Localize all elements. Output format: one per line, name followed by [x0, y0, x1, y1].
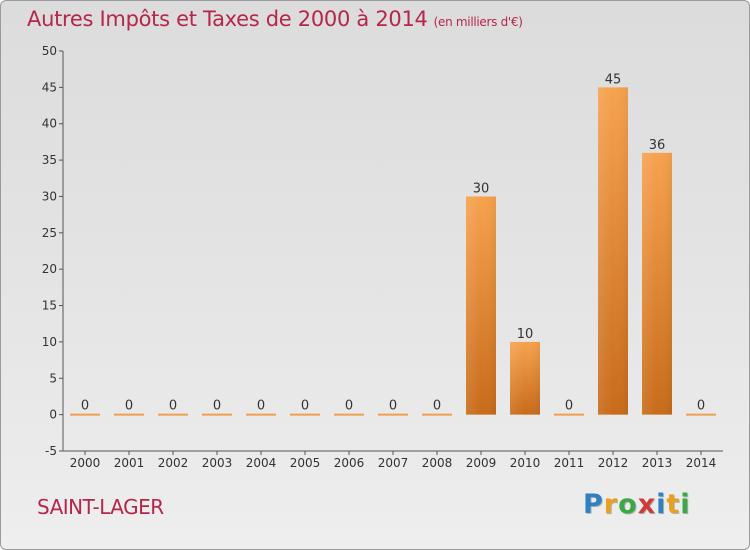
x-tick-label: 2014	[686, 456, 717, 470]
bar	[246, 413, 276, 416]
bar-value-label: 0	[565, 399, 573, 414]
logo-letter: P	[583, 489, 604, 520]
bar-value-label: 10	[517, 327, 534, 342]
bar	[554, 413, 584, 416]
bar-value-label: 0	[433, 399, 441, 414]
y-tick-label: 40	[42, 117, 57, 131]
x-tick-label: 2007	[378, 456, 409, 470]
x-tick-label: 2006	[334, 456, 365, 470]
bar-value-label: 0	[169, 399, 177, 414]
bar	[158, 413, 188, 416]
bar-value-label: 30	[473, 181, 490, 196]
bar-sheen	[466, 196, 496, 415]
bar	[686, 413, 716, 416]
bar	[378, 413, 408, 416]
bar-value-label: 0	[257, 399, 265, 414]
y-tick-label: 50	[42, 44, 57, 58]
logo-letter: i	[680, 489, 691, 520]
y-tick-label: 35	[42, 153, 57, 167]
bar-value-label: 45	[605, 72, 622, 87]
y-tick-label: 15	[42, 299, 57, 313]
x-tick-label: 2004	[246, 456, 277, 470]
bar-value-label: 0	[125, 399, 133, 414]
x-tick-label: 2013	[642, 456, 673, 470]
proxiti-logo: Proxiti	[583, 489, 691, 520]
place-name: SAINT-LAGER	[37, 495, 164, 519]
bar	[202, 413, 232, 416]
y-tick-label: 45	[42, 80, 57, 94]
bar	[70, 413, 100, 416]
x-tick-label: 2011	[554, 456, 585, 470]
bar-value-label: 36	[649, 138, 666, 153]
logo-letter: t	[666, 489, 681, 520]
x-tick-label: 2010	[510, 456, 541, 470]
bar-value-label: 0	[213, 399, 221, 414]
bar-value-label: 0	[389, 399, 397, 414]
bar-sheen	[642, 152, 672, 415]
chart-subtitle: (en milliers d'€)	[433, 15, 523, 29]
bar	[334, 413, 364, 416]
y-tick-label: -5	[45, 444, 57, 458]
bar-sheen	[598, 87, 628, 415]
logo-letter: r	[603, 489, 619, 520]
x-tick-label: 2001	[114, 456, 145, 470]
y-tick-label: 5	[49, 371, 57, 385]
chart-title: Autres Impôts et Taxes de 2000 à 2014 (en…	[27, 7, 523, 31]
logo-letter: i	[656, 489, 667, 520]
x-tick-label: 2008	[422, 456, 453, 470]
bar-sheen	[510, 341, 540, 415]
x-tick-label: 2005	[290, 456, 321, 470]
bar	[114, 413, 144, 416]
bar-value-label: 0	[301, 399, 309, 414]
x-tick-label: 2000	[70, 456, 101, 470]
bar-value-label: 0	[345, 399, 353, 414]
y-tick-label: 10	[42, 335, 57, 349]
y-tick-label: 25	[42, 226, 57, 240]
x-tick-label: 2002	[158, 456, 189, 470]
bar	[290, 413, 320, 416]
x-tick-label: 2009	[466, 456, 497, 470]
logo-letter: o	[618, 489, 638, 520]
logo-letter: x	[637, 489, 657, 520]
bar-value-label: 0	[81, 399, 89, 414]
x-tick-label: 2012	[598, 456, 629, 470]
y-tick-label: 20	[42, 262, 57, 276]
bar-value-label: 0	[697, 399, 705, 414]
bar	[422, 413, 452, 416]
y-tick-label: 30	[42, 189, 57, 203]
x-tick-label: 2003	[202, 456, 233, 470]
y-tick-label: 0	[49, 408, 57, 422]
